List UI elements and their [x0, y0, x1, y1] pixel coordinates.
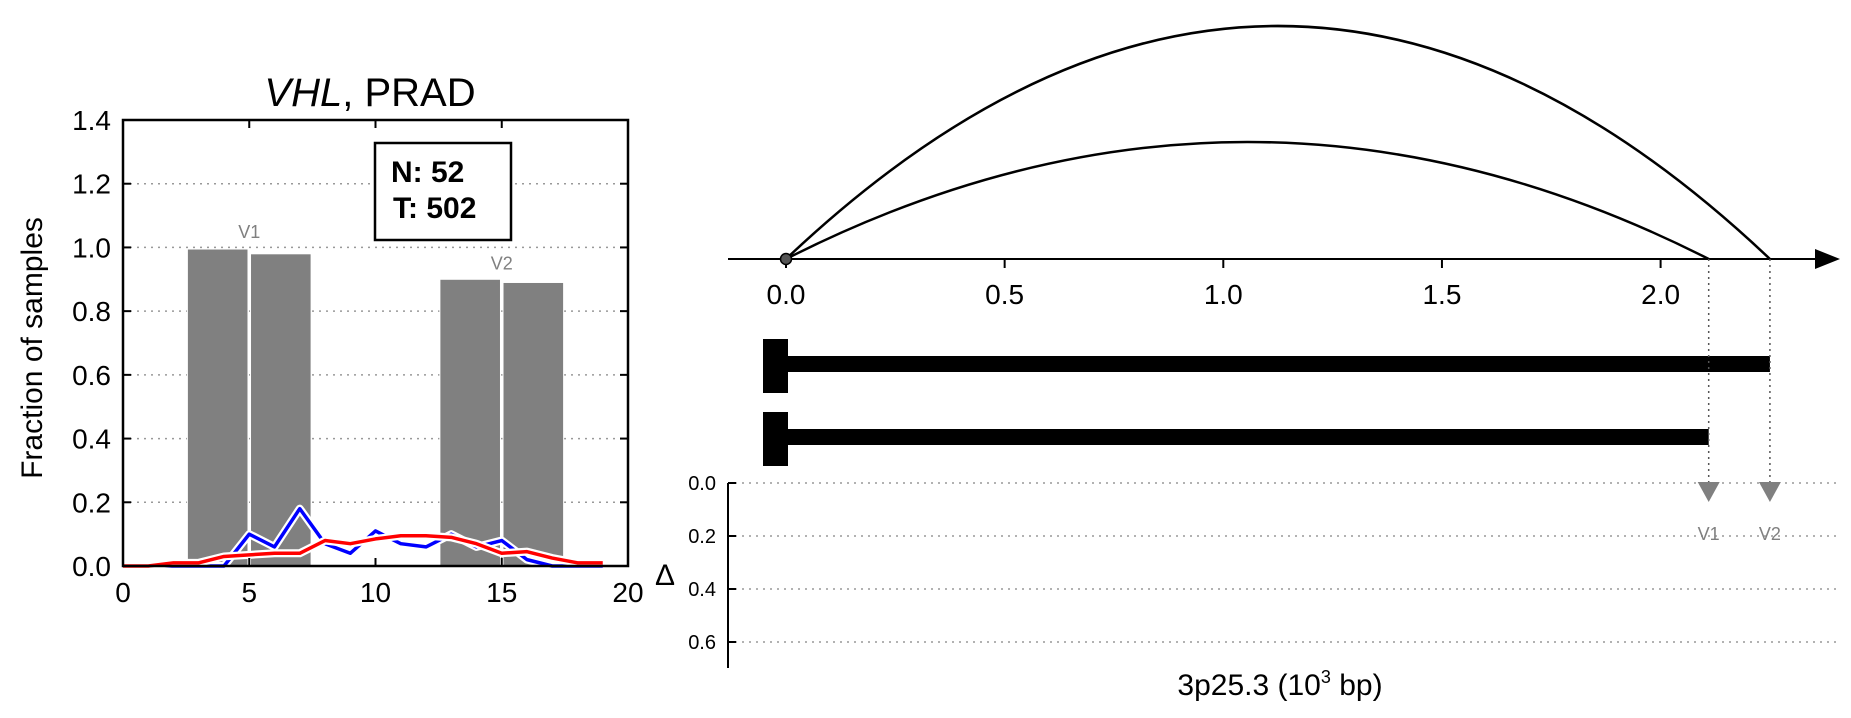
delta-tick-label: 0.2: [688, 526, 716, 548]
y-ticks: 0.0 0.2 0.4 0.6 0.8 1.0 1.2 1.4: [72, 105, 628, 582]
delta-tick-label: 0.0: [688, 473, 716, 495]
y-tick-label: 1.4: [72, 105, 111, 136]
genome-axis-ticks: 0.0 0.5 1.0 1.5 2.0: [767, 259, 1680, 310]
variant-markers: V1 V2: [1697, 481, 1781, 544]
genome-tick-label: 1.5: [1422, 279, 1461, 310]
axis-arrowhead: [1815, 249, 1840, 269]
x-tick-label: 5: [241, 577, 257, 608]
legend-box: N: 52 T: 502: [373, 141, 513, 242]
bar: [186, 248, 249, 567]
genome-axis-label-sup: 3: [1321, 667, 1331, 687]
series-line: [123, 533, 603, 568]
delta-axis-label: Δ: [655, 559, 675, 592]
y-tick-label: 1.2: [72, 169, 111, 200]
legend-frame: [373, 141, 513, 242]
splice-arc: [785, 24, 1771, 260]
transcript-diagram-panel: 0.0 0.5 1.0 1.5 2.0 0.0 0.2 0.4 0.6 Δ V1 V2 3p25…: [655, 24, 1840, 702]
x-tick-label: 10: [360, 577, 391, 608]
marker-connectors: [1707, 259, 1771, 490]
variant-marker: [1697, 481, 1720, 502]
delta-tick-label: 0.6: [688, 632, 716, 654]
delta-ticks: 0.0 0.2 0.4 0.6: [688, 473, 736, 654]
bar-annotations: V1 V2: [238, 222, 513, 274]
bar: [250, 253, 312, 567]
variant-marker: [1758, 481, 1781, 502]
title-rest: , PRAD: [342, 71, 475, 115]
x-ticks: 0 5 10 15 20: [115, 120, 644, 608]
y-tick-label: 1.0: [72, 232, 111, 263]
bar: [439, 278, 501, 567]
bar-annotation: V1: [238, 222, 260, 242]
splice-arcs: [785, 24, 1771, 261]
transcript-body: [786, 429, 1709, 445]
title-gene: VHL: [264, 71, 342, 115]
genome-tick-label: 0.0: [767, 279, 806, 310]
genome-axis-label-tail: bp): [1331, 669, 1383, 702]
origin-dot: [779, 252, 793, 266]
genome-tick-label: 1.0: [1204, 279, 1243, 310]
variant-marker-label: V2: [1759, 524, 1781, 544]
transcripts: [763, 339, 1770, 466]
transcript-body: [786, 356, 1770, 372]
delta-grid: [728, 482, 1840, 643]
bars: [186, 248, 565, 567]
bar-annotation: V2: [491, 254, 513, 274]
genome-axis-label: 3p25.3 (103 bp): [1177, 667, 1382, 702]
genome-tick-label: 2.0: [1641, 279, 1680, 310]
legend-normal-count: N: 52: [391, 156, 464, 189]
delta-tick-label: 0.4: [688, 579, 716, 601]
legend-tumor-count: T: 502: [393, 192, 476, 225]
x-tick-label: 20: [612, 577, 643, 608]
transcript-exon: [763, 412, 788, 466]
x-tick-label: 0: [115, 577, 131, 608]
genome-axis-label-main: 3p25.3 (10: [1177, 669, 1320, 702]
splice-arc: [785, 140, 1710, 261]
genome-tick-label: 0.5: [985, 279, 1024, 310]
x-tick-label: 15: [486, 577, 517, 608]
chart-title: VHL, PRAD: [264, 71, 475, 115]
transcript-exon: [763, 339, 788, 393]
bar: [502, 281, 565, 567]
y-tick-label: 0.4: [72, 424, 111, 455]
y-tick-label: 0.6: [72, 360, 111, 391]
variant-marker-label: V1: [1698, 524, 1720, 544]
y-tick-label: 0.2: [72, 487, 111, 518]
y-tick-label: 0.8: [72, 296, 111, 327]
y-axis-label: Fraction of samples: [16, 217, 49, 479]
y-tick-label: 0.0: [72, 551, 111, 582]
